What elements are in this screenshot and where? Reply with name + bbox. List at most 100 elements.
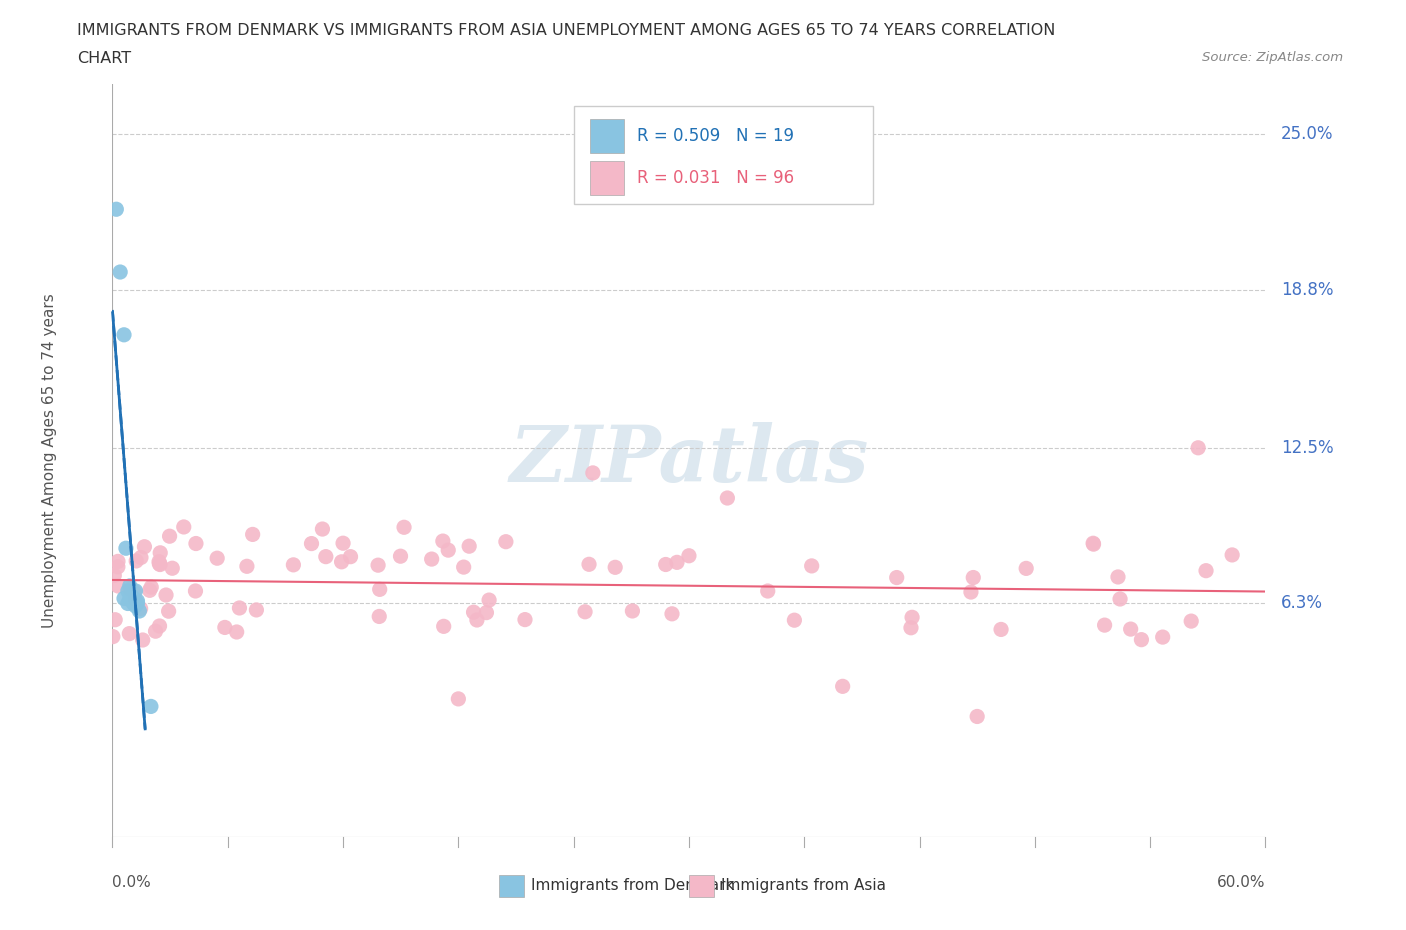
Point <box>1220 548 1243 563</box>
Point <box>962 570 984 585</box>
Point <box>162 561 184 576</box>
Point <box>214 620 236 635</box>
Point <box>107 560 129 575</box>
Point <box>122 584 145 599</box>
Text: 18.8%: 18.8% <box>1281 281 1333 299</box>
Point <box>1109 591 1132 606</box>
Point <box>367 558 389 573</box>
Point <box>118 582 141 597</box>
Point <box>332 536 354 551</box>
Point <box>368 582 391 597</box>
Point <box>301 536 323 551</box>
Bar <box>589 119 624 153</box>
Text: Source: ZipAtlas.com: Source: ZipAtlas.com <box>1202 51 1343 64</box>
Point <box>129 601 152 616</box>
Point <box>900 620 922 635</box>
Point <box>125 553 148 568</box>
Point <box>513 612 536 627</box>
Point <box>665 555 688 570</box>
Text: 60.0%: 60.0% <box>1218 874 1265 890</box>
Point <box>463 604 485 619</box>
Point <box>127 593 149 608</box>
Point <box>104 612 127 627</box>
Bar <box>499 874 524 897</box>
Point <box>124 592 146 607</box>
Point <box>437 543 460 558</box>
Point <box>1180 614 1202 629</box>
Point <box>756 583 779 598</box>
Point <box>228 601 250 616</box>
Text: 6.3%: 6.3% <box>1281 594 1323 613</box>
Point <box>139 699 162 714</box>
Point <box>458 538 481 553</box>
Point <box>107 554 129 569</box>
Point <box>118 578 141 593</box>
Point <box>138 583 160 598</box>
Point <box>966 709 988 724</box>
Point <box>432 534 454 549</box>
FancyBboxPatch shape <box>574 106 873 205</box>
Point <box>453 560 475 575</box>
Point <box>132 632 155 647</box>
Point <box>101 630 124 644</box>
Point <box>716 491 738 506</box>
Point <box>118 626 141 641</box>
Point <box>134 539 156 554</box>
Point <box>1119 621 1142 636</box>
Bar <box>689 874 714 897</box>
Point <box>149 545 172 560</box>
Point <box>339 550 361 565</box>
Point <box>1107 569 1129 584</box>
Point <box>124 583 146 598</box>
Point <box>225 625 247 640</box>
Text: 0.0%: 0.0% <box>112 874 152 890</box>
Point <box>108 264 131 279</box>
Text: R = 0.509   N = 19: R = 0.509 N = 19 <box>637 127 794 145</box>
Text: 12.5%: 12.5% <box>1281 439 1333 457</box>
Point <box>783 613 806 628</box>
Text: ZIPatlas: ZIPatlas <box>509 422 869 498</box>
Point <box>124 599 146 614</box>
Text: Unemployment Among Ages 65 to 74 years: Unemployment Among Ages 65 to 74 years <box>42 293 56 628</box>
Point <box>1015 561 1038 576</box>
Point <box>886 570 908 585</box>
Point <box>242 527 264 542</box>
Point <box>128 604 150 618</box>
Point <box>478 592 501 607</box>
Point <box>990 622 1012 637</box>
Text: Immigrants from Asia: Immigrants from Asia <box>721 879 886 894</box>
Point <box>392 520 415 535</box>
Point <box>621 604 644 618</box>
Point <box>661 606 683 621</box>
Text: Immigrants from Denmark: Immigrants from Denmark <box>531 879 734 894</box>
Point <box>145 624 167 639</box>
Point <box>433 618 456 633</box>
Point <box>475 605 498 620</box>
Point <box>141 579 163 594</box>
Point <box>330 554 353 569</box>
Point <box>159 529 181 544</box>
Point <box>103 568 125 583</box>
Point <box>368 609 391 624</box>
Point <box>1152 630 1174 644</box>
Point <box>184 583 207 598</box>
Point <box>122 596 145 611</box>
Text: 25.0%: 25.0% <box>1281 125 1333 143</box>
Point <box>1195 564 1218 578</box>
Point <box>1130 632 1153 647</box>
Point <box>1187 441 1209 456</box>
Point <box>112 591 135 606</box>
Point <box>184 536 207 551</box>
Text: R = 0.031   N = 96: R = 0.031 N = 96 <box>637 169 794 187</box>
Point <box>127 596 149 611</box>
Point <box>129 550 152 565</box>
Point <box>960 585 983 600</box>
Point <box>148 556 170 571</box>
Point <box>121 593 143 608</box>
Point <box>149 557 172 572</box>
Point <box>315 550 337 565</box>
Point <box>115 541 138 556</box>
Point <box>117 583 139 598</box>
Point <box>800 559 823 574</box>
Point <box>112 327 135 342</box>
